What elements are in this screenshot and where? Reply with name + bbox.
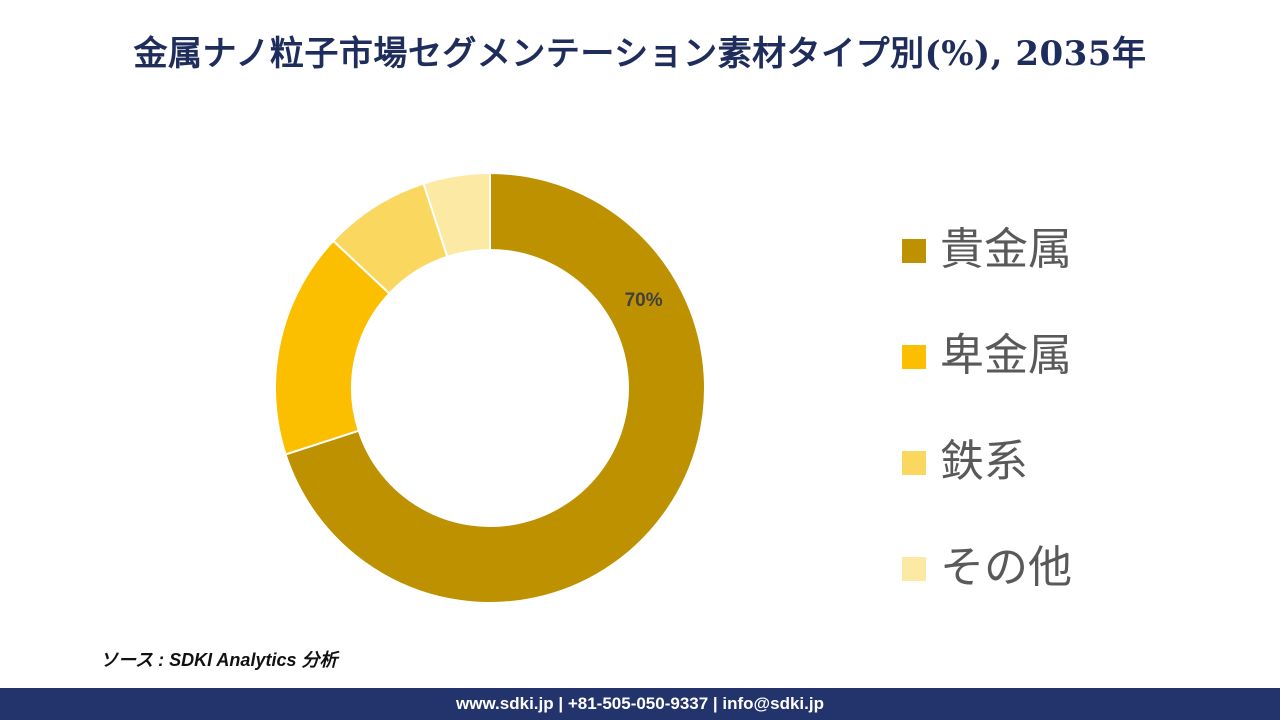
- donut-slice-others: [422, 171, 491, 259]
- footer-bar: www.sdki.jp | +81-505-050-9337 | info@sd…: [0, 688, 1280, 720]
- donut-chart: 70%: [274, 171, 706, 604]
- legend-item-others: その他: [902, 536, 1262, 600]
- legend-swatch: [902, 239, 926, 263]
- legend-item-base-metals: 卑金属: [902, 324, 1262, 388]
- source-note: ソース : SDKI Analytics 分析: [100, 650, 338, 670]
- donut-slice-precious-metals: [284, 171, 706, 604]
- chart-title: 金属ナノ粒子市場セグメンテーション素材タイプ別(%), 2035年: [133, 34, 1147, 74]
- legend-swatch: [902, 451, 926, 475]
- data-label-precious-metals: 70%: [625, 290, 663, 311]
- legend-swatch: [902, 345, 926, 369]
- legend-label: 鉄系: [940, 436, 1028, 487]
- footer-contact: www.sdki.jp | +81-505-050-9337 | info@sd…: [456, 694, 824, 713]
- legend-swatch: [902, 557, 926, 581]
- legend-label: その他: [940, 542, 1072, 593]
- legend-label: 卑金属: [940, 330, 1072, 381]
- chart-legend: 貴金属 卑金属 鉄系 その他: [902, 218, 1262, 642]
- legend-item-ferrous: 鉄系: [902, 430, 1262, 494]
- legend-label: 貴金属: [940, 224, 1072, 275]
- legend-item-precious-metals: 貴金属: [902, 218, 1262, 282]
